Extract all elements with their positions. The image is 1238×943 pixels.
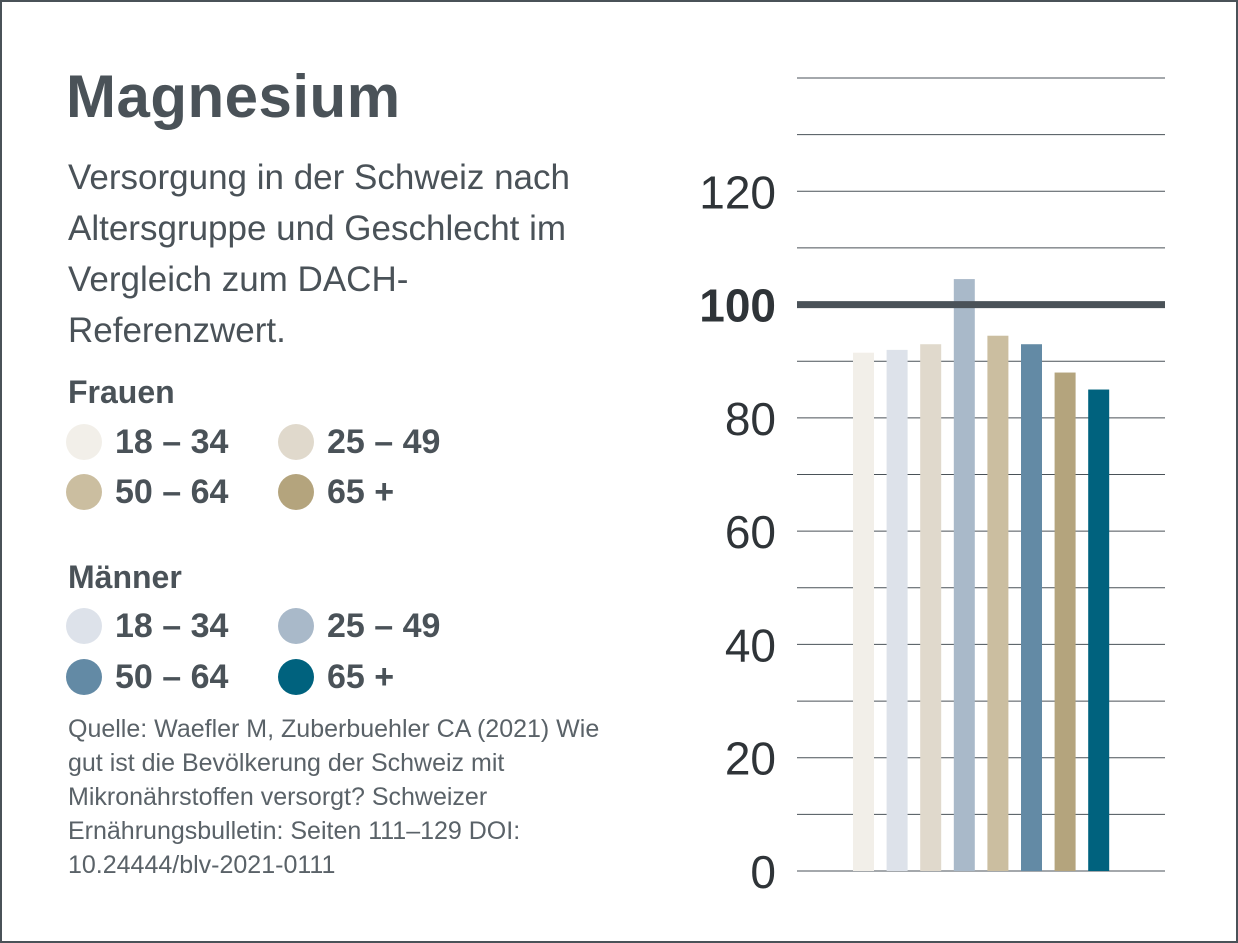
legend-item-frauen-18-34: 18 – 34 xyxy=(66,422,228,462)
bar-2 xyxy=(886,349,908,871)
legend-group-frauen-label: Frauen xyxy=(68,374,175,410)
legend-label-frauen-25-49: 25 – 49 xyxy=(327,422,441,461)
legend-item-maenner-18-34: 18 – 34 xyxy=(66,606,228,646)
y-tick-label-20: 20 xyxy=(725,733,776,785)
legend-item-frauen-50-64: 50 – 64 xyxy=(66,472,228,512)
bar-3 xyxy=(920,344,942,871)
legend-label-frauen-18-34: 18 – 34 xyxy=(115,422,229,461)
bar-6 xyxy=(1021,344,1042,871)
y-tick-label-60: 60 xyxy=(725,506,776,558)
bar-1 xyxy=(853,352,874,871)
y-tick-label-0: 0 xyxy=(750,846,776,898)
legend-item-maenner-50-64: 50 – 64 xyxy=(66,657,228,697)
chart-title: Magnesium xyxy=(66,63,401,130)
chart-subtitle: Versorgung in der Schweiz nach Altersgru… xyxy=(68,158,570,350)
bar-8 xyxy=(1088,389,1110,871)
legend-item-frauen-65-plus: 65 + xyxy=(278,472,394,512)
legend-item-maenner-25-49: 25 – 49 xyxy=(278,606,440,646)
y-tick-label-100: 100 xyxy=(699,280,776,332)
source-note: Quelle: Waefler M, Zuberbuehler CA (2021… xyxy=(68,715,600,879)
y-tick-label-40: 40 xyxy=(725,619,776,671)
legend-swatch-maenner-65-plus xyxy=(278,659,314,695)
bar-5 xyxy=(987,335,1009,872)
legend-label-frauen-65-plus: 65 + xyxy=(327,472,395,511)
legend-label-maenner-50-64: 50 – 64 xyxy=(115,657,229,696)
y-tick-label-80: 80 xyxy=(725,393,776,445)
legend-swatch-maenner-50-64 xyxy=(66,659,102,695)
legend-swatch-frauen-25-49 xyxy=(278,424,314,460)
legend-swatch-maenner-25-49 xyxy=(278,608,314,644)
legend-group-maenner-label: Männer xyxy=(68,559,182,595)
bar-7 xyxy=(1054,372,1076,871)
legend-swatch-frauen-65-plus xyxy=(278,474,314,510)
y-tick-label-120: 120 xyxy=(699,166,776,218)
legend-swatch-frauen-18-34 xyxy=(66,424,102,460)
bar-4 xyxy=(953,279,975,871)
legend-label-maenner-18-34: 18 – 34 xyxy=(115,606,229,645)
legend-item-maenner-65-plus: 65 + xyxy=(278,657,394,697)
legend-label-frauen-50-64: 50 – 64 xyxy=(115,472,229,511)
legend-label-maenner-25-49: 25 – 49 xyxy=(327,606,441,645)
legend-swatch-frauen-50-64 xyxy=(66,474,102,510)
legend-item-frauen-25-49: 25 – 49 xyxy=(278,422,440,462)
bar-chart: 0 20 40 60 80 100 120 xyxy=(699,77,1165,898)
legend-label-maenner-65-plus: 65 + xyxy=(327,657,395,696)
legend-swatch-maenner-18-34 xyxy=(66,608,102,644)
